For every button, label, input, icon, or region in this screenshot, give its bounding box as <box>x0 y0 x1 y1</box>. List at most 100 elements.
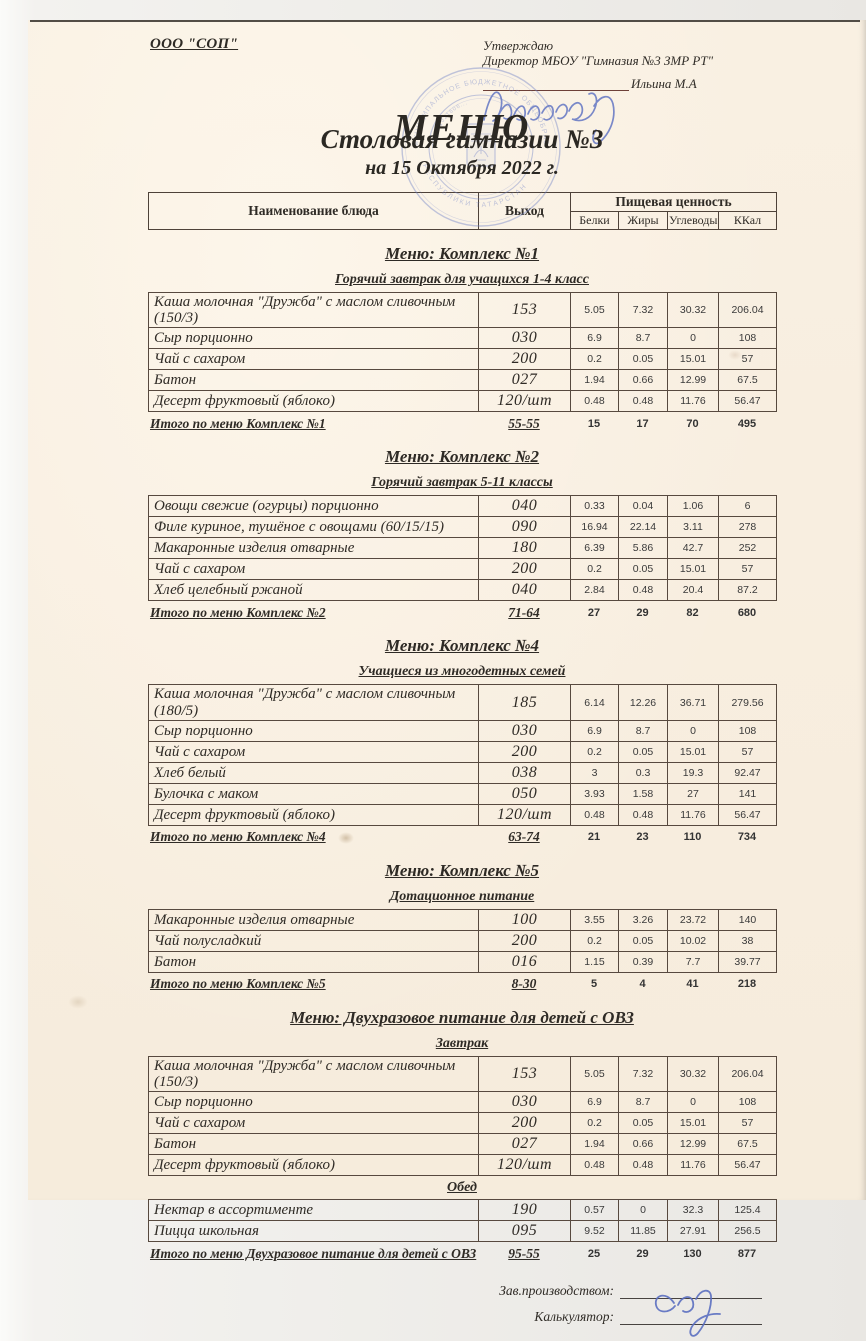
kcal-cell: 67.5 <box>718 369 777 392</box>
carbs-cell: 7.7 <box>667 950 719 973</box>
totals-row: Итого по меню Комплекс №1 55-55 15 17 70… <box>148 414 776 433</box>
fat-cell: 0.66 <box>618 369 668 392</box>
totals-fat: 29 <box>636 1247 649 1260</box>
dish-name-cell: Чай полусладкий <box>148 929 479 952</box>
carbs-cell: 15.01 <box>667 558 719 581</box>
table-row: Десерт фруктовый (яблоко) 120/шт 0.48 0.… <box>148 390 777 413</box>
signer-name: Ильина М.А <box>631 76 697 91</box>
carbs-cell: 10.02 <box>667 929 719 952</box>
carbs-cell: 12.99 <box>667 369 719 392</box>
protein-cell: 16.94 <box>570 516 619 539</box>
output-cell: 027 <box>478 369 571 392</box>
protein-cell: 6.9 <box>570 327 619 350</box>
kcal-cell: 39.77 <box>718 950 777 973</box>
section-heading: Меню: Двухразовое питание для детей с ОВ… <box>290 1007 634 1027</box>
totals-row: Итого по меню Комплекс №5 8-30 5 4 41 21… <box>148 975 776 994</box>
table-row: Каша молочная "Дружба" с маслом сливочны… <box>148 291 777 329</box>
dish-name-cell: Чай с сахаром <box>148 348 479 371</box>
menu-section-complex-2: Меню: Комплекс №2 Горячий завтрак 5-11 к… <box>148 447 777 622</box>
output-cell: 027 <box>478 1133 571 1156</box>
menu-section-ovz: Меню: Двухразовое питание для детей с ОВ… <box>148 1007 777 1263</box>
table-row: Чай с сахаром 200 0.2 0.05 15.01 57 <box>148 558 777 581</box>
totals-row: Итого по меню Комплекс №4 63-74 21 23 11… <box>148 828 776 847</box>
kcal-cell: 56.47 <box>718 390 777 413</box>
totals-output: 55-55 <box>508 415 540 431</box>
totals-output: 71-64 <box>508 604 540 620</box>
fat-cell: 0.48 <box>618 1154 668 1177</box>
table-row: Макаронные изделия отварные 180 6.39 5.8… <box>148 537 777 560</box>
output-cell: 040 <box>478 579 571 602</box>
protein-cell: 1.94 <box>570 369 619 392</box>
footer-production-label: Зав.производством: <box>499 1283 614 1299</box>
kcal-cell: 57 <box>718 740 777 763</box>
col-protein-header: Белки <box>570 211 619 230</box>
fat-cell: 0.04 <box>618 495 668 518</box>
output-cell: 030 <box>478 1091 571 1114</box>
totals-label: Итого по меню Комплекс №1 <box>150 415 326 431</box>
carbs-cell: 15.01 <box>667 348 719 371</box>
output-cell: 190 <box>478 1199 571 1222</box>
protein-cell: 0.2 <box>570 558 619 581</box>
section-subheading: Учащиеся из многодетных семей <box>358 664 566 680</box>
col-dish-header: Наименование блюда <box>148 192 479 230</box>
approval-signature-row: Ильина М.А <box>483 74 697 91</box>
dish-name-cell: Сыр порционно <box>148 327 479 350</box>
section-subheading: Горячий завтрак 5-11 классы <box>371 475 553 491</box>
signature-line <box>483 74 629 91</box>
dish-name-cell: Сыр порционно <box>148 719 479 742</box>
table-row: Десерт фруктовый (яблоко) 120/шт 0.48 0.… <box>148 1154 777 1177</box>
dish-name-cell: Десерт фруктовый (яблоко) <box>148 390 479 413</box>
table-row: Пицца школьная 095 9.52 11.85 27.91 256.… <box>148 1220 777 1243</box>
fat-cell: 1.58 <box>618 782 668 805</box>
totals-kcal: 218 <box>737 978 757 991</box>
table-row: Сыр порционно 030 6.9 8.7 0 108 <box>148 719 777 742</box>
totals-kcal: 734 <box>737 831 757 844</box>
dish-name-cell: Батон <box>148 1133 479 1156</box>
dish-name-cell: Сыр порционно <box>148 1091 479 1114</box>
carbs-cell: 12.99 <box>667 1133 719 1156</box>
fat-cell: 0.48 <box>618 390 668 413</box>
col-carbs-header: Углеводы <box>667 211 719 230</box>
fat-cell: 0.66 <box>618 1133 668 1156</box>
dish-name-cell: Хлеб целебный ржаной <box>148 579 479 602</box>
totals-carbs: 70 <box>686 417 699 430</box>
fat-cell: 12.26 <box>618 684 668 721</box>
fat-cell: 7.32 <box>618 291 668 329</box>
protein-cell: 1.15 <box>570 950 619 973</box>
table-row: Каша молочная "Дружба" с маслом сливочны… <box>148 1055 777 1093</box>
output-cell: 038 <box>478 761 571 784</box>
dish-name-cell: Десерт фруктовый (яблоко) <box>148 1154 479 1177</box>
col-output-header: Выход <box>478 192 571 230</box>
fat-cell: 0.3 <box>618 761 668 784</box>
protein-cell: 6.39 <box>570 537 619 560</box>
dish-name-cell: Булочка с маком <box>148 782 479 805</box>
protein-cell: 0.48 <box>570 390 619 413</box>
canteen-subtitle: Столовая гимназии №3 <box>320 124 604 154</box>
kcal-cell: 206.04 <box>718 291 777 329</box>
carbs-cell: 11.76 <box>667 803 719 826</box>
kcal-cell: 57 <box>718 348 777 371</box>
document-footer: Зав.производством: Калькулятор: <box>148 1283 776 1337</box>
fat-cell: 22.14 <box>618 516 668 539</box>
kcal-cell: 256.5 <box>718 1220 777 1243</box>
output-cell: 153 <box>478 1055 571 1093</box>
kcal-cell: 57 <box>718 1112 777 1135</box>
dish-table-lunch: Нектар в ассортименте 190 0.57 0 32.3 12… <box>148 1199 777 1243</box>
fat-cell: 8.7 <box>618 719 668 742</box>
table-row: Батон 016 1.15 0.39 7.7 39.77 <box>148 950 777 973</box>
dish-table-breakfast: Каша молочная "Дружба" с маслом сливочны… <box>148 1055 777 1177</box>
dish-name-cell: Макаронные изделия отварные <box>148 908 479 931</box>
totals-carbs: 41 <box>686 978 699 991</box>
dish-name-cell: Хлеб белый <box>148 761 479 784</box>
totals-fat: 29 <box>636 606 649 619</box>
kcal-cell: 38 <box>718 929 777 952</box>
totals-fat: 17 <box>636 417 649 430</box>
fat-cell: 0.05 <box>618 348 668 371</box>
dish-name-cell: Чай с сахаром <box>148 1112 479 1135</box>
totals-protein: 15 <box>587 417 601 430</box>
kcal-cell: 6 <box>718 495 777 518</box>
section-heading: Меню: Комплекс №5 <box>384 860 540 880</box>
dish-name-cell: Каша молочная "Дружба" с маслом сливочны… <box>148 684 479 721</box>
table-row: Хлеб белый 038 3 0.3 19.3 92.47 <box>148 761 777 784</box>
carbs-cell: 20.4 <box>667 579 719 602</box>
